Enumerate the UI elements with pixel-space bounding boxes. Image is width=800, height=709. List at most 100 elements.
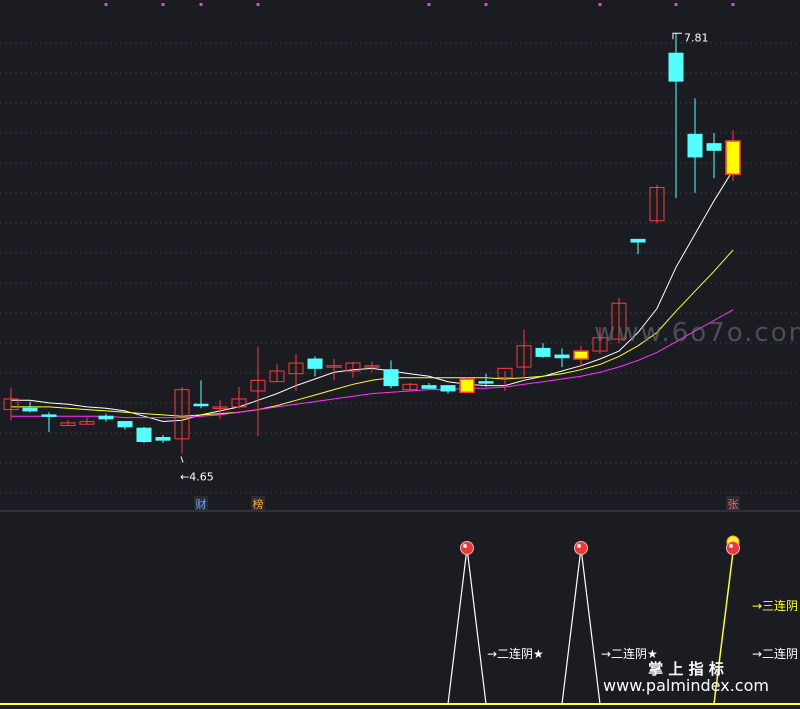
candle: [573, 345, 589, 368]
candle: [668, 33, 684, 199]
candle: [22, 401, 38, 413]
candle: [687, 98, 703, 193]
candle: [535, 343, 551, 358]
low-arrow: [180, 456, 184, 463]
candle-body: [440, 385, 456, 392]
candle: [345, 361, 361, 378]
candle-body: [79, 421, 95, 425]
candle-body: [41, 414, 57, 417]
candle: [516, 329, 532, 381]
candle: [402, 382, 418, 391]
candle-body: [60, 422, 76, 427]
candle: [326, 359, 342, 381]
candle-body: [383, 369, 399, 387]
candle-body: [3, 398, 19, 411]
event-marker-label[interactable]: 榜: [253, 497, 264, 511]
candle-body: [421, 385, 437, 389]
candle: [174, 386, 190, 454]
top-marker-dot: [427, 3, 431, 6]
candle: [459, 377, 475, 394]
watermark-url-mid: www.6o7o.com: [594, 318, 800, 348]
top-marker-dot: [256, 3, 260, 6]
candle-body: [98, 415, 114, 420]
indicator-final-spike: [713, 551, 734, 705]
candle-body: [497, 367, 513, 379]
candle-body: [592, 337, 608, 352]
candle: [497, 367, 513, 391]
ma-magenta: [11, 309, 734, 419]
candle: [364, 361, 380, 373]
watermark-title: 掌 上 指 标: [648, 660, 724, 678]
signal-label: →三连阴: [752, 598, 798, 613]
top-marker-dot: [484, 3, 488, 6]
candle-body: [687, 133, 703, 158]
event-marker-label[interactable]: 张: [728, 498, 739, 511]
candle-body: [307, 358, 323, 369]
candle-body: [288, 362, 304, 375]
event-marker-box: [251, 496, 265, 510]
candle-body: [611, 302, 627, 340]
candle: [611, 297, 627, 344]
candle: [649, 184, 665, 224]
candle-body: [117, 421, 133, 428]
signal-ball-icon: [574, 541, 588, 555]
candle-body: [668, 52, 684, 82]
candle-body: [535, 347, 551, 357]
signal-label: →二连阴: [752, 646, 798, 661]
candle: [136, 426, 152, 443]
candle: [307, 356, 323, 377]
candle: [725, 130, 741, 181]
signal-label: →二连阴★: [487, 646, 544, 661]
candle-body: [231, 398, 247, 408]
low-price-label: ←4.65: [180, 470, 214, 483]
candle: [592, 327, 608, 354]
candle: [117, 421, 133, 430]
candle: [193, 380, 209, 409]
event-marker-box: [194, 496, 208, 510]
candle-body: [554, 354, 570, 359]
candle-body: [630, 238, 646, 243]
event-marker-box: [726, 496, 740, 510]
candle: [41, 412, 57, 433]
top-marker-dot: [199, 3, 203, 6]
candle-body: [22, 407, 38, 412]
event-marker-label[interactable]: 财: [196, 497, 207, 511]
indicator-panel: →二连阴★ →二连阴★ →三连阴 →二连阴: [0, 535, 800, 705]
candle-body: [326, 365, 342, 368]
candle: [60, 420, 76, 427]
candle-body: [155, 437, 171, 441]
candle-body: [725, 140, 741, 175]
candle: [630, 238, 646, 254]
candle-body: [706, 143, 722, 151]
candle-body: [478, 381, 494, 384]
candle: [706, 132, 722, 179]
candle: [3, 388, 19, 421]
candle-body: [250, 379, 266, 392]
candle-body: [345, 362, 361, 372]
watermark-url-bottom: www.palmindex.com: [603, 676, 769, 695]
candle: [98, 413, 114, 422]
candle: [212, 400, 228, 419]
candle-body: [364, 365, 380, 368]
candle: [440, 385, 456, 394]
candle-body: [516, 345, 532, 368]
top-marker-dot: [161, 3, 165, 6]
top-marker-dot: [104, 3, 108, 6]
top-marker-dot: [731, 3, 735, 6]
high-arrow: [672, 32, 682, 40]
candle: [421, 382, 437, 389]
candle-body: [573, 350, 589, 360]
candle: [155, 434, 171, 443]
high-price-label: 7.81: [684, 31, 709, 44]
candle-body: [174, 389, 190, 440]
candle-body: [649, 187, 665, 222]
candle: [79, 417, 95, 425]
candle: [383, 360, 399, 389]
candle-body: [402, 383, 418, 391]
price-grid: [0, 3, 800, 494]
signal-label: →二连阴★: [601, 646, 658, 661]
signal-ball-icon: [460, 541, 474, 555]
signal-ball-icon: [726, 541, 740, 555]
